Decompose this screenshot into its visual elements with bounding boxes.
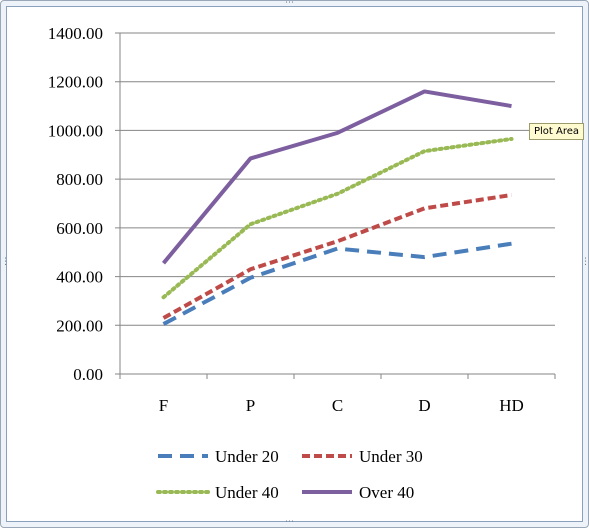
legend-label: Over 40 [359,483,414,502]
series-line-under-40[interactable] [161,136,514,300]
y-tick-label: 800.00 [56,170,103,189]
x-tick-label: F [159,396,168,415]
y-tick-label: 200.00 [56,316,103,335]
legend-label: Under 20 [215,447,279,466]
y-tick-label: 600.00 [56,219,103,238]
plot-area-tooltip: Plot Area [529,123,585,140]
x-tick-label: C [332,396,343,415]
x-tick-label: P [246,396,255,415]
series-line-over-40[interactable] [161,89,512,265]
resize-handle-right[interactable]: ⋮ [581,257,589,267]
y-tick-label: 0.00 [73,365,103,384]
series-line-under-30[interactable] [162,192,512,320]
y-tick-label: 400.00 [56,268,103,287]
resize-handle-bottom[interactable]: ⋯ [285,517,294,527]
y-tick-label: 1000.00 [48,121,103,140]
y-tick-label: 1400.00 [48,24,103,43]
resize-handle-left[interactable]: ⋮ [1,257,10,267]
x-tick-label: HD [499,396,524,415]
x-tick-label: D [418,396,430,415]
resize-handle-top[interactable]: ⋯ [285,0,294,8]
y-tick-label: 1200.00 [48,73,103,92]
legend-label: Under 40 [215,483,279,502]
legend-label: Under 30 [359,447,423,466]
